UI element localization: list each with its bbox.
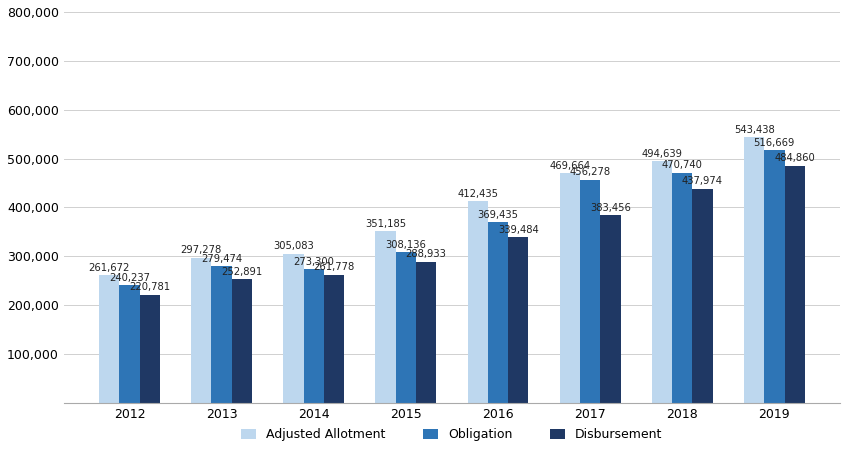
- Bar: [468, 201, 488, 403]
- Bar: [416, 262, 436, 403]
- Bar: [652, 161, 673, 403]
- Text: 305,083: 305,083: [273, 241, 314, 251]
- Bar: [601, 215, 621, 403]
- Text: 383,456: 383,456: [590, 203, 631, 213]
- Text: 456,278: 456,278: [569, 168, 611, 177]
- Text: 288,933: 288,933: [406, 249, 446, 259]
- Text: 369,435: 369,435: [478, 210, 518, 220]
- Bar: [212, 266, 232, 403]
- Bar: [580, 180, 601, 403]
- Bar: [119, 285, 140, 403]
- Text: 543,438: 543,438: [734, 125, 774, 135]
- Bar: [324, 275, 344, 403]
- Text: 469,664: 469,664: [550, 161, 590, 171]
- Text: 252,891: 252,891: [221, 267, 263, 277]
- Bar: [488, 222, 508, 403]
- Text: 412,435: 412,435: [457, 189, 498, 199]
- Bar: [396, 252, 416, 403]
- Bar: [673, 173, 692, 403]
- Text: 261,672: 261,672: [89, 263, 130, 273]
- Text: 339,484: 339,484: [498, 225, 539, 234]
- Text: 308,136: 308,136: [385, 240, 426, 250]
- Text: 279,474: 279,474: [201, 254, 242, 264]
- Text: 220,781: 220,781: [130, 282, 170, 293]
- Bar: [784, 166, 805, 403]
- Text: 484,860: 484,860: [774, 153, 815, 163]
- Text: 494,639: 494,639: [641, 149, 683, 159]
- Bar: [508, 237, 529, 403]
- Bar: [744, 138, 764, 403]
- Text: 240,237: 240,237: [109, 273, 150, 283]
- Text: 261,778: 261,778: [313, 263, 355, 272]
- Text: 437,974: 437,974: [682, 176, 723, 187]
- Bar: [232, 279, 252, 403]
- Bar: [764, 150, 784, 403]
- Bar: [191, 257, 212, 403]
- Bar: [303, 269, 324, 403]
- Bar: [560, 173, 580, 403]
- Text: 297,278: 297,278: [180, 245, 222, 255]
- Bar: [284, 254, 303, 403]
- Text: 470,740: 470,740: [662, 160, 703, 170]
- Bar: [99, 275, 119, 403]
- Legend: Adjusted Allotment, Obligation, Disbursement: Adjusted Allotment, Obligation, Disburse…: [235, 422, 669, 447]
- Text: 516,669: 516,669: [754, 138, 795, 148]
- Bar: [375, 231, 396, 403]
- Bar: [140, 295, 160, 403]
- Bar: [692, 189, 712, 403]
- Text: 273,300: 273,300: [293, 257, 335, 267]
- Text: 351,185: 351,185: [365, 219, 407, 229]
